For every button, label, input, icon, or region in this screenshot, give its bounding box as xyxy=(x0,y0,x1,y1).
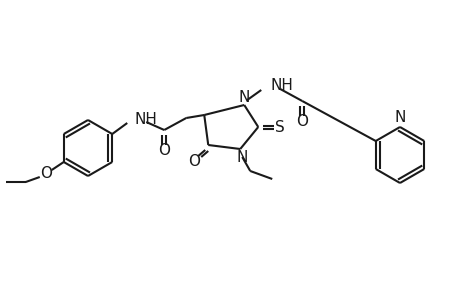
Text: N: N xyxy=(238,89,249,104)
Text: S: S xyxy=(275,119,285,134)
Text: NH: NH xyxy=(269,77,292,92)
Text: NH: NH xyxy=(134,112,157,127)
Text: N: N xyxy=(236,149,247,164)
Text: O: O xyxy=(39,167,52,182)
Text: O: O xyxy=(296,113,308,128)
Text: N: N xyxy=(393,110,405,124)
Text: O: O xyxy=(188,154,200,169)
Text: O: O xyxy=(158,142,170,158)
